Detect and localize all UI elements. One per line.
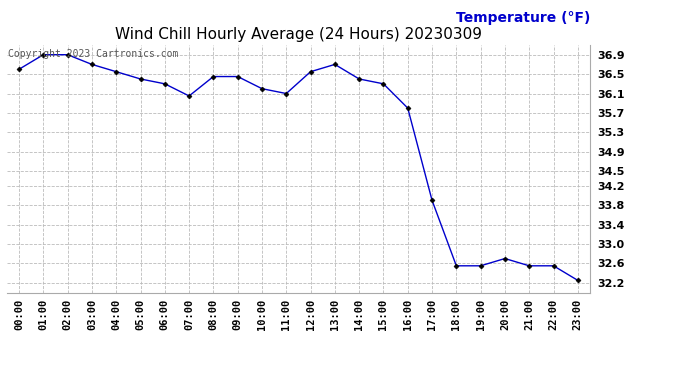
Title: Wind Chill Hourly Average (24 Hours) 20230309: Wind Chill Hourly Average (24 Hours) 202… bbox=[115, 27, 482, 42]
Text: Temperature (°F): Temperature (°F) bbox=[455, 11, 590, 25]
Text: Copyright 2023 Cartronics.com: Copyright 2023 Cartronics.com bbox=[8, 49, 179, 59]
